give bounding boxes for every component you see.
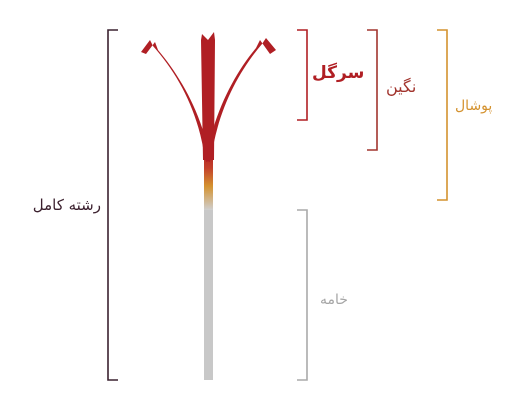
pushal-bracket — [437, 29, 448, 201]
stem-transition — [204, 150, 213, 210]
pushal-label: پوشال — [455, 98, 492, 114]
full-strand-label: رشته کامل — [33, 196, 101, 214]
stigma-threads — [141, 32, 276, 162]
stigma-right-thread — [206, 38, 276, 162]
style-bracket — [297, 209, 308, 381]
style-label: خامه — [320, 292, 348, 308]
stigma-tip-bracket — [297, 29, 308, 121]
stigma-center-thread — [201, 32, 215, 160]
negin-label: نگین — [386, 77, 416, 97]
full-strand-bracket — [107, 29, 118, 381]
stigma-left-thread — [141, 40, 210, 162]
style-stem — [204, 198, 213, 380]
negin-bracket — [367, 29, 378, 151]
stigma-tip-label: سرگل — [312, 62, 364, 83]
